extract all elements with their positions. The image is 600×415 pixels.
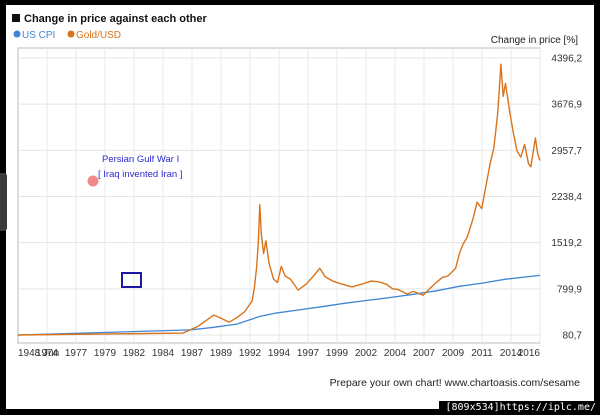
legend-label-gold-usd[interactable]: Gold/USD <box>76 30 121 41</box>
x-tick-label: 1948 Jun <box>18 348 59 359</box>
x-tick-label: 2002 <box>355 348 378 359</box>
series-line-us-cpi[interactable] <box>17 274 541 336</box>
y-tick-label: 2238,4 <box>551 192 582 203</box>
annotation-line1: Persian Gulf War I <box>102 154 179 165</box>
x-tick-label: 1982 <box>123 348 146 359</box>
y-tick-label: 2957,7 <box>551 146 582 157</box>
x-tick-label: 1997 <box>297 348 320 359</box>
chart-title: Change in price against each other <box>24 13 207 25</box>
x-tick-label: 1984 <box>152 348 175 359</box>
legend-label-us-cpi[interactable]: US CPI <box>22 30 55 41</box>
series-line-gold-usd[interactable] <box>17 63 541 336</box>
x-tick-label: 2011 <box>471 348 493 359</box>
watermark: [809x534]https://iplc.me/ <box>439 401 600 415</box>
legend-dot-us-cpi[interactable] <box>13 30 21 38</box>
y-tick-label: 1519,2 <box>551 238 582 249</box>
annotation-marker[interactable] <box>87 175 99 187</box>
footer-link[interactable]: Prepare your own chart! www.chartoasis.c… <box>330 377 581 389</box>
highlight-box <box>121 272 142 288</box>
x-tick-label: 1979 <box>94 348 117 359</box>
y-tick-label: 80,7 <box>563 331 583 342</box>
x-tick-label: 1999 <box>326 348 349 359</box>
side-panel-handle[interactable] <box>0 173 7 231</box>
chart-area: Change in price against each other US CP… <box>12 13 583 389</box>
x-tick-label: 1987 <box>181 348 204 359</box>
x-tick-label: 1977 <box>65 348 88 359</box>
y-axis-label: Change in price [%] <box>491 35 578 46</box>
x-tick-label: 1974 <box>36 348 59 359</box>
annotation-line2: [ Iraq invented Iran ] <box>98 169 183 180</box>
title-square-icon <box>12 14 20 22</box>
x-tick-label: 2007 <box>413 348 436 359</box>
x-tick-label: 2009 <box>442 348 465 359</box>
chart-frame: Change in price against each other US CP… <box>6 5 594 409</box>
x-tick-label: 1992 <box>239 348 262 359</box>
x-tick-label: 1989 <box>210 348 233 359</box>
x-tick-label: 2004 <box>384 348 407 359</box>
y-tick-label: 4396,2 <box>551 54 582 65</box>
y-tick-label: 799,9 <box>557 284 582 295</box>
x-tick-label: 2016 <box>518 348 541 359</box>
y-tick-label: 3676,9 <box>551 100 582 111</box>
legend-dot-gold-usd[interactable] <box>67 30 75 38</box>
x-tick-label: 2014 <box>500 348 523 359</box>
x-tick-label: 1994 <box>268 348 291 359</box>
